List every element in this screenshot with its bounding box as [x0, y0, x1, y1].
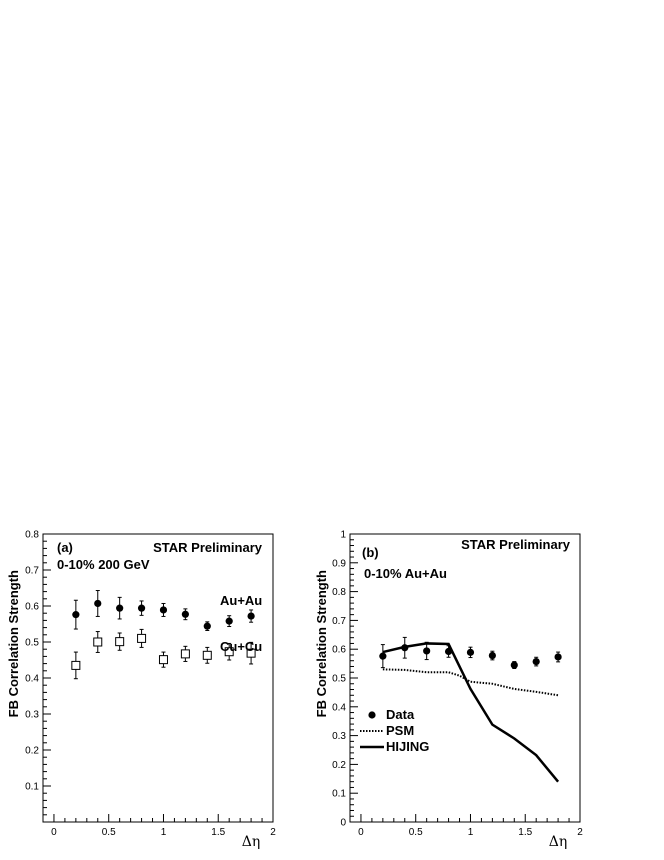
data-point — [202, 650, 212, 660]
x-tick-label: 1 — [161, 827, 167, 838]
panel-label: (a) — [57, 540, 73, 555]
data-point — [532, 657, 540, 666]
data-point — [181, 610, 189, 618]
y-tick-label: 0.1 — [332, 789, 346, 800]
y-tick-label: 0.4 — [332, 702, 346, 713]
series-line — [382, 668, 559, 697]
y-tick-label: 0.8 — [25, 530, 39, 541]
series-cu-cu — [71, 628, 256, 680]
data-point — [94, 599, 102, 608]
data-point — [137, 633, 147, 643]
series-line — [382, 642, 560, 783]
y-tick-label: 0.7 — [332, 616, 346, 627]
centrality-label: 0-10% Au+Au — [364, 566, 447, 581]
x-tick-label: 0 — [358, 827, 364, 838]
data-point — [246, 648, 256, 658]
legend-marker — [368, 711, 376, 719]
y-tick-label: 0.2 — [332, 760, 346, 771]
legend-label: PSM — [386, 723, 414, 738]
data-point — [93, 637, 103, 647]
data-point — [180, 649, 190, 659]
chart-panel-0: 0.1 0.2 0.3 0.4 0.5 0.6 0.7 0.8 0 0.5 1 1.5 2 Δη FB Co… — [6, 530, 276, 851]
y-tick-label: 0.6 — [25, 602, 39, 613]
data-point — [116, 604, 124, 612]
x-tick-label: 1 — [468, 827, 474, 838]
y-tick-label: 0.4 — [25, 674, 39, 685]
y-axis-label: FB Correlation Strength — [314, 570, 329, 717]
plot-frame — [42, 533, 274, 823]
y-axis-label: FB Correlation Strength — [6, 570, 21, 717]
x-tick-label: 1.5 — [518, 827, 532, 838]
panel-label: (b) — [362, 545, 379, 560]
data-point — [159, 606, 168, 614]
y-tick-label: 0.8 — [332, 587, 346, 598]
data-point — [247, 612, 255, 620]
x-tick-label: 0.5 — [102, 827, 116, 838]
series-label: Cu+Cu — [220, 639, 262, 654]
series-psm — [382, 668, 559, 697]
y-tick-label: 0.2 — [25, 746, 39, 757]
data-point — [72, 611, 80, 619]
data-point — [158, 655, 168, 665]
data-point — [423, 647, 431, 655]
series-hijing — [382, 642, 560, 783]
chart-panel-1: 0 0.1 0.2 0.3 0.4 0.5 0.6 0.7 0.8 0.9 1 0 0.5 1 1.5 2 Δη… — [314, 530, 583, 851]
legend-label: Data — [386, 707, 415, 722]
data-point — [466, 648, 475, 656]
legend-label: HIJING — [386, 739, 429, 754]
data-point — [137, 604, 146, 612]
data-point — [554, 653, 562, 661]
y-tick-label: 0.3 — [332, 731, 346, 742]
x-tick-label: 2 — [270, 827, 276, 838]
x-axis-label: Δη — [549, 834, 568, 850]
x-tick-label: 1.5 — [211, 827, 225, 838]
y-tick-label: 0.6 — [332, 645, 346, 656]
x-tick-label: 0.5 — [409, 827, 423, 838]
y-tick-label: 0.3 — [25, 710, 39, 721]
data-point — [71, 660, 81, 670]
data-point — [510, 661, 518, 669]
x-axis-label: Δη — [242, 834, 261, 850]
data-point — [203, 622, 211, 630]
y-tick-label: 0 — [340, 818, 346, 829]
x-tick-label: 2 — [577, 827, 583, 838]
data-point — [379, 652, 387, 660]
data-point — [225, 617, 233, 625]
data-point — [115, 637, 125, 647]
data-point — [224, 647, 234, 657]
series-au-au — [72, 590, 255, 631]
series-label: Au+Au — [220, 593, 262, 608]
y-tick-label: 0.7 — [25, 566, 39, 577]
y-tick-label: 0.5 — [332, 674, 346, 685]
data-point — [488, 651, 496, 660]
y-tick-label: 0.1 — [25, 782, 39, 793]
star-preliminary-label: STAR Preliminary — [153, 540, 263, 555]
y-tick-label: 0.5 — [25, 638, 39, 649]
series-data — [379, 636, 562, 669]
y-tick-label: 1 — [340, 530, 346, 541]
star-preliminary-label: STAR Preliminary — [461, 537, 571, 552]
centrality-label: 0-10% 200 GeV — [57, 557, 150, 572]
x-tick-label: 0 — [51, 827, 57, 838]
y-tick-label: 0.9 — [332, 558, 346, 569]
